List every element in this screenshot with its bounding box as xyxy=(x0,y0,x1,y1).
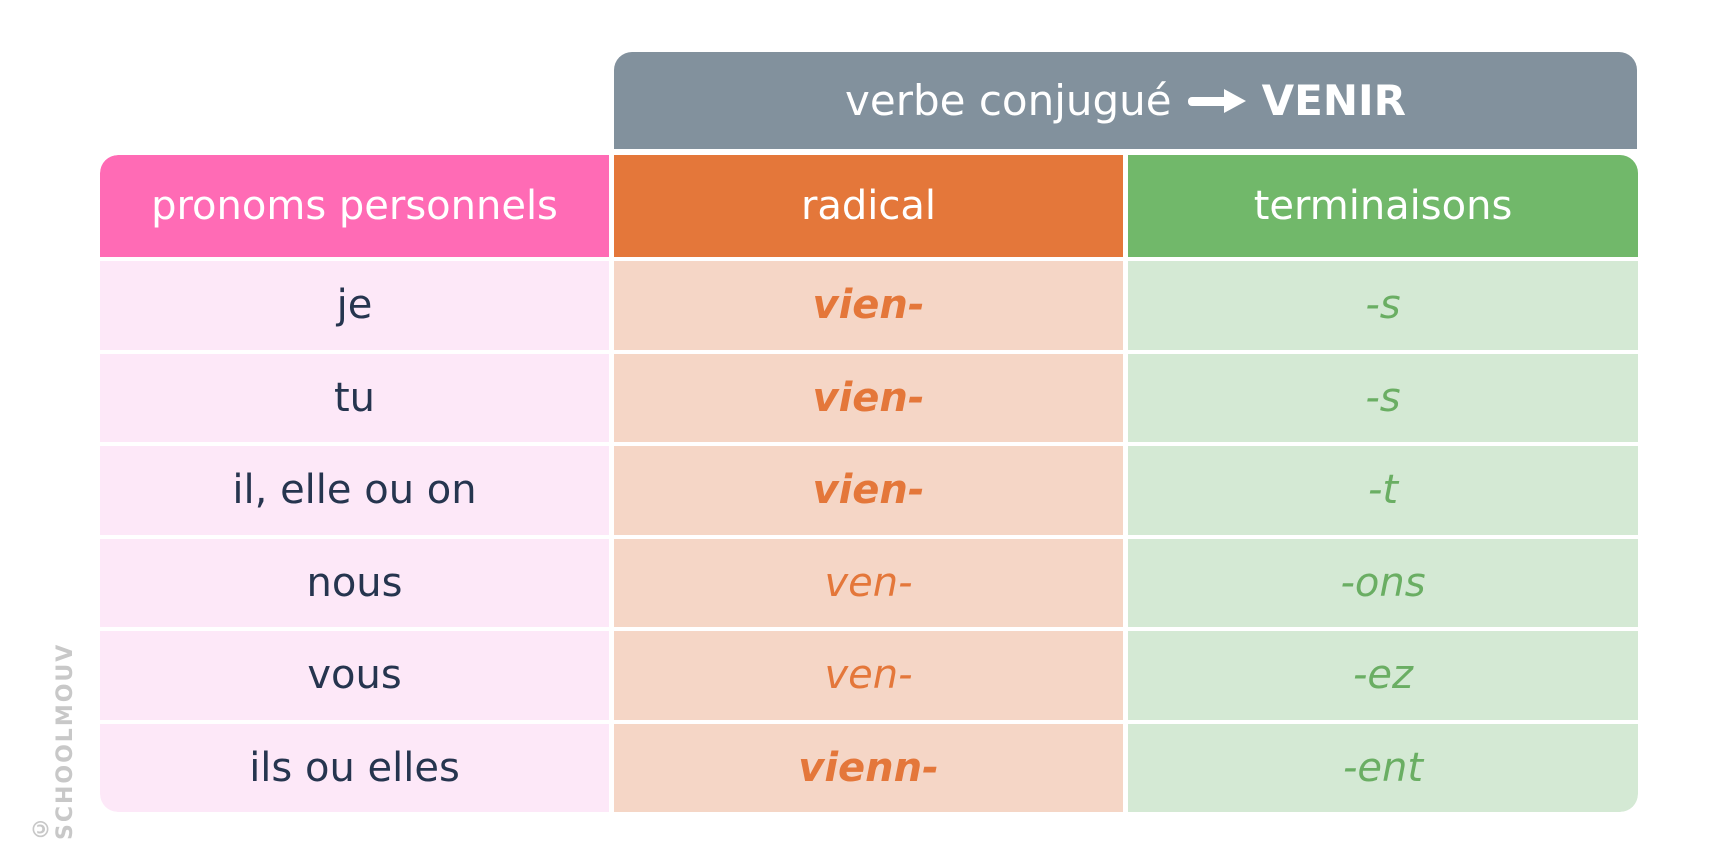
ending-cell: -t xyxy=(1128,446,1638,535)
radical-cell: vien- xyxy=(614,353,1123,442)
pronoun-cell: je xyxy=(100,261,609,350)
ending-cell: -ons xyxy=(1128,538,1638,627)
pronoun-cell: il, elle ou on xyxy=(100,446,609,535)
pronoun-cell: tu xyxy=(100,353,609,442)
column-header-radical: radical xyxy=(614,155,1123,257)
column-header-endings: terminaisons xyxy=(1128,155,1638,257)
pronoun-cell: ils ou elles xyxy=(100,723,609,812)
column-header-pronouns: pronoms personnels xyxy=(100,155,609,257)
pronoun-cell: vous xyxy=(100,631,609,720)
radical-cell: vien- xyxy=(614,446,1123,535)
conjugation-table: pronoms personnels radical terminaisons … xyxy=(100,155,1638,812)
pronoun-cell: nous xyxy=(100,538,609,627)
radical-cell: ven- xyxy=(614,538,1123,627)
radical-cell: vienn- xyxy=(614,723,1123,812)
ending-cell: -s xyxy=(1128,353,1638,442)
radical-cell: ven- xyxy=(614,631,1123,720)
ending-cell: -s xyxy=(1128,261,1638,350)
title-text: verbe conjugué xyxy=(845,76,1172,125)
radical-cell: vien- xyxy=(614,261,1123,350)
arrow-right-icon xyxy=(1187,88,1248,113)
watermark: © SCHOOLMOUV xyxy=(28,642,78,840)
verb-name: VENIR xyxy=(1261,76,1406,125)
table-title: verbe conjugué VENIR xyxy=(614,52,1637,149)
ending-cell: -ez xyxy=(1128,631,1638,720)
ending-cell: -ent xyxy=(1128,723,1638,812)
